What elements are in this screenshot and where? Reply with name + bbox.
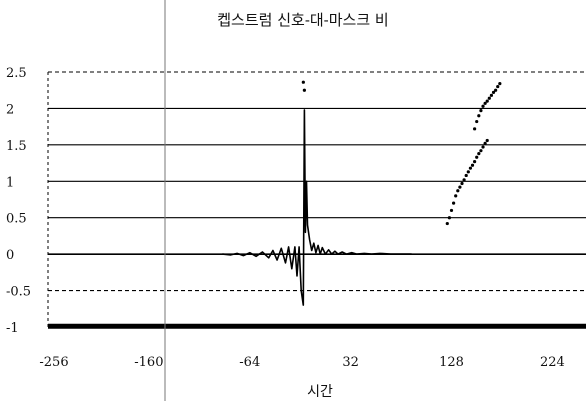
data-point [468, 166, 473, 170]
data-point [481, 104, 485, 108]
data-point [487, 96, 491, 100]
series-line-signal [222, 109, 412, 306]
data-point [449, 208, 454, 213]
x-tick-label: -160 [134, 355, 163, 370]
data-point [498, 82, 502, 86]
data-point [475, 119, 479, 124]
data-point [477, 114, 481, 118]
data-point [496, 84, 500, 89]
data-point [458, 185, 462, 189]
data-point [483, 141, 487, 145]
data-point [481, 145, 485, 149]
data-point [460, 181, 464, 186]
x-tick-label: -256 [39, 355, 68, 370]
data-point [452, 201, 456, 205]
y-tick-label: 1.5 [6, 139, 27, 154]
data-point [479, 149, 483, 153]
data-point [477, 152, 481, 156]
y-tick-labels: 2.5 2 1.5 1 0.5 0 -0.5 -1 [6, 66, 31, 336]
data-point [494, 88, 498, 92]
data-point [489, 93, 494, 97]
y-tick-label: 0 [6, 248, 14, 263]
data-point [475, 155, 479, 159]
data-point [466, 170, 470, 174]
data-point [483, 101, 487, 105]
y-tick-label: 2 [6, 102, 14, 117]
y-tick-label: 1 [6, 175, 14, 190]
data-point [470, 163, 475, 167]
x-tick-label: -64 [239, 355, 260, 370]
data-point [462, 178, 466, 182]
data-point [445, 221, 449, 226]
data-point [454, 194, 458, 198]
data-point [456, 189, 460, 193]
y-tick-label: -1 [6, 321, 19, 336]
chart-title: 켑스트럼 신호-대-마스크 비 [217, 11, 388, 29]
x-tick-labels: -256 -160 -64 32 128 224 [39, 355, 564, 370]
data-point [473, 160, 477, 164]
y-tick-label: 0.5 [6, 212, 27, 227]
data-point [464, 173, 468, 178]
y-tick-label: 2.5 [6, 66, 27, 81]
x-tick-label: 128 [439, 355, 464, 370]
x-axis-label: 시간 [307, 384, 333, 400]
data-point [301, 80, 305, 84]
y-tick-label: -0.5 [6, 285, 31, 300]
series-group [48, 80, 586, 329]
data-point [485, 138, 489, 143]
gridlines [47, 71, 586, 328]
data-point [473, 127, 477, 131]
data-point [302, 88, 306, 92]
x-tick-label: 32 [342, 355, 359, 370]
data-point [479, 109, 483, 113]
x-tick-label: 224 [540, 355, 565, 370]
data-point [485, 99, 489, 103]
data-point [447, 216, 451, 220]
data-point [491, 90, 496, 94]
